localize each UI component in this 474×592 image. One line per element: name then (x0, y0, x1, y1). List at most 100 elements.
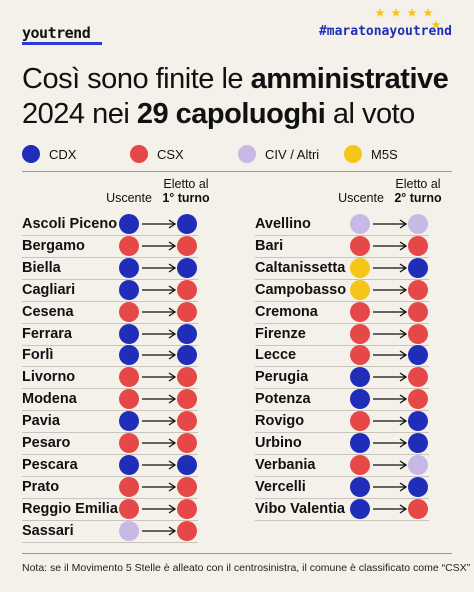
arrow-right-icon (373, 372, 408, 382)
row-divider (255, 344, 429, 346)
row-divider (22, 300, 198, 302)
arrow-right-icon (373, 307, 408, 317)
arrow-right-icon (373, 438, 408, 448)
outgoing-party-dot (350, 345, 370, 366)
arrow-right-icon (142, 219, 177, 229)
right-header-eletto: Eletto al 2° turno (394, 177, 442, 205)
table-row: Forlì (22, 344, 198, 368)
elected-party-dot (408, 323, 428, 344)
city-name: Caltanissetta (255, 259, 346, 276)
arrow-right-icon (373, 219, 408, 229)
arrow-right-icon (373, 263, 408, 273)
city-name: Pesaro (22, 435, 71, 451)
elected-party-dot (408, 367, 428, 388)
arrow-right-icon (373, 394, 408, 404)
table-row: Cesena (22, 301, 198, 324)
row-divider (22, 344, 198, 346)
elected-party-dot (408, 411, 428, 432)
arrow-right-icon (373, 350, 408, 360)
row-divider (255, 300, 429, 302)
table-row: Campobasso (255, 279, 429, 302)
outgoing-party-dot (119, 257, 139, 278)
city-name: Biella (22, 259, 61, 276)
row-divider (255, 410, 429, 412)
divider-bottom (22, 553, 452, 554)
table-row: Bari (255, 235, 429, 258)
row-divider (22, 475, 198, 477)
outgoing-party-dot (350, 235, 370, 256)
outgoing-party-dot (350, 454, 370, 475)
row-divider (255, 497, 429, 499)
outgoing-party-dot (119, 345, 139, 366)
elected-party-dot (177, 411, 197, 432)
arrow-right-icon (142, 416, 177, 426)
legend-item-csx: CSX (130, 144, 184, 164)
legend-swatch-civ (238, 145, 256, 163)
table-row: Avellino (255, 213, 429, 236)
row-divider (22, 454, 198, 455)
arrow-right-icon (142, 526, 177, 536)
city-name: Cagliari (22, 281, 76, 298)
elected-party-dot (177, 345, 197, 366)
title-line1-bold: amministrative (250, 63, 449, 95)
elected-party-dot (408, 257, 428, 278)
elected-party-dot (177, 214, 197, 234)
arrow-right-icon (142, 328, 177, 339)
city-name: Verbania (255, 456, 316, 473)
table-row: Urbino (255, 432, 429, 455)
outgoing-party-dot (350, 323, 370, 344)
table-row: Pescara (22, 454, 198, 477)
arrow-right-icon (373, 241, 408, 251)
logo-underline (22, 42, 102, 45)
table-row: Verbania (255, 454, 429, 477)
table-row: Vibo Valentia (255, 498, 429, 521)
hashtag: #maratonayoutrend (318, 24, 452, 39)
outgoing-party-dot (350, 301, 370, 322)
table-row: Biella (22, 257, 198, 280)
elected-party-dot (177, 301, 197, 322)
city-name: Pavia (22, 413, 60, 430)
legend-label-cdx: CDX (49, 146, 77, 162)
elected-party-dot (408, 345, 428, 366)
table-row: Ferrara (22, 323, 198, 346)
elected-party-dot (408, 433, 428, 453)
city-name: Potenza (255, 391, 311, 408)
table-row: Vercelli (255, 476, 429, 499)
city-name: Reggio Emilia (22, 500, 118, 517)
row-divider (22, 497, 198, 499)
city-name: Pescara (22, 456, 78, 473)
row-divider (255, 322, 429, 324)
title-line2-post: al voto (325, 98, 415, 130)
elected-party-dot (177, 323, 197, 344)
outgoing-party-dot (119, 214, 139, 234)
legend-swatch-m5s (344, 145, 362, 163)
row-divider (255, 366, 429, 368)
table-row: Bergamo (22, 235, 198, 258)
elected-party-dot (408, 279, 428, 300)
elected-party-dot (177, 520, 197, 541)
city-name: Perugia (255, 369, 309, 386)
outgoing-party-dot (119, 323, 139, 344)
arrow-right-icon (142, 285, 177, 295)
outgoing-party-dot (119, 498, 139, 519)
arrow-right-icon (142, 504, 177, 514)
row-divider (255, 519, 429, 521)
left-header-eletto: Eletto al 1° turno (162, 177, 210, 205)
row-divider (22, 432, 198, 434)
legend-label-m5s: M5S (371, 146, 398, 162)
legend-item-civ: CIV / Altri (238, 144, 319, 164)
row-divider (22, 519, 198, 521)
row-divider (22, 541, 198, 543)
arrow-right-icon (142, 372, 177, 382)
arrow-right-icon (142, 394, 177, 404)
table-row: Ascoli Piceno (22, 213, 198, 236)
outgoing-party-dot (119, 235, 139, 256)
row-divider (22, 322, 198, 324)
table-row: Pesaro (22, 432, 198, 455)
outgoing-party-dot (350, 498, 370, 519)
table-row: Reggio Emilia (22, 498, 198, 521)
outgoing-party-dot (119, 476, 139, 497)
outgoing-party-dot (119, 389, 139, 410)
row-divider (22, 278, 198, 280)
elected-party-dot (177, 454, 197, 475)
